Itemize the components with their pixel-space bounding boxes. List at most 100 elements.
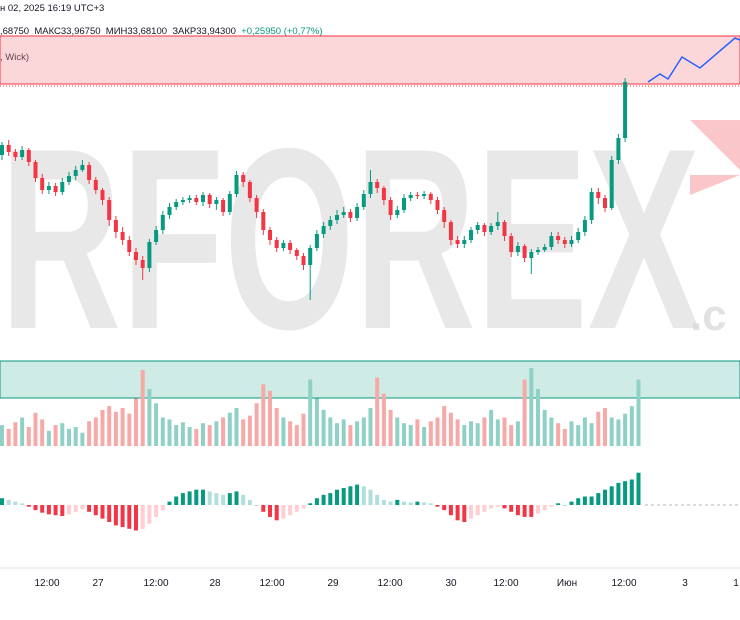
oscillator-bar — [596, 493, 601, 505]
candle-body — [80, 165, 85, 170]
oscillator-bar — [274, 505, 279, 521]
candle-body — [107, 200, 112, 220]
candle-body — [0, 145, 4, 155]
volume-bar — [509, 425, 514, 446]
candle-body — [187, 198, 192, 200]
x-tick-label: 1 — [733, 578, 739, 589]
oscillator-bar — [308, 503, 313, 505]
volume-bar — [294, 425, 299, 446]
oscillator-bar — [482, 505, 487, 512]
oscillator-bar — [415, 501, 420, 505]
oscillator-bar — [536, 505, 540, 514]
candle-body — [522, 246, 527, 258]
candle-body — [73, 170, 78, 176]
x-tick-label: 12:00 — [611, 578, 636, 589]
volume-bar — [140, 370, 145, 446]
candle-body — [482, 225, 487, 232]
volume-bar — [134, 398, 138, 446]
oscillator-bar — [495, 505, 500, 507]
oscillator-bar — [140, 505, 145, 529]
candle-body — [167, 207, 172, 215]
oscillator-bar — [113, 505, 118, 526]
candle-body — [348, 212, 353, 218]
oscillator-bar — [361, 486, 366, 505]
volume-bar — [381, 393, 386, 446]
x-tick-label: Июн — [557, 578, 577, 589]
volume-bar — [107, 406, 112, 446]
candle-body — [442, 210, 447, 222]
candle-body — [100, 190, 105, 200]
candle-body — [489, 226, 494, 232]
volume-bar — [60, 423, 65, 446]
volume-bar — [154, 403, 159, 446]
x-tick-label: 30 — [445, 578, 457, 589]
candle-body — [60, 182, 65, 192]
oscillator-bar — [221, 494, 226, 505]
volume-bar — [194, 428, 199, 446]
candle-body — [281, 243, 286, 248]
x-tick-label: 3 — [682, 578, 688, 589]
oscillator-bar — [435, 505, 440, 507]
oscillator-bar — [268, 505, 272, 517]
oscillator-bar — [629, 479, 634, 505]
oscillator-bar — [489, 505, 494, 509]
oscillator-bar — [67, 505, 71, 515]
candle-body — [335, 215, 339, 220]
volume-bar — [214, 421, 219, 446]
candle-body — [53, 186, 58, 192]
candle-body — [207, 195, 212, 204]
oscillator-bar — [562, 505, 567, 506]
oscillator-bar — [174, 496, 179, 505]
oscillator-bar — [616, 482, 621, 505]
candle-body — [415, 195, 420, 196]
candle-body — [301, 256, 306, 265]
candle-body — [361, 194, 366, 207]
candles — [0, 78, 628, 300]
volume-bar — [100, 409, 105, 446]
forecast-line — [647, 37, 740, 83]
candle-body — [569, 240, 574, 244]
indicator-legend[interactable]: , Wick) — [0, 52, 29, 63]
candle-body — [495, 222, 500, 226]
volume-bar — [502, 417, 507, 446]
watermark-logo-mark — [690, 120, 740, 195]
volume-bar — [93, 417, 98, 446]
volume-bar — [556, 423, 561, 446]
volume-bar — [234, 408, 239, 446]
candle-body — [549, 236, 554, 247]
watermark-text: RFOREX — [0, 94, 701, 383]
volume-bar — [13, 422, 18, 446]
header-date: н 02, 2025 16:19 UTC+3 — [0, 3, 105, 14]
candle-body — [529, 252, 534, 258]
oscillator-bar — [241, 494, 246, 505]
oscillator-bar — [301, 505, 306, 509]
volume-bar — [435, 417, 440, 446]
volume-bar — [549, 417, 554, 446]
candle-body — [582, 220, 587, 232]
volume-bar — [616, 419, 621, 446]
volume-bar — [529, 368, 534, 446]
candle-body — [576, 232, 581, 240]
oscillator-bar — [368, 489, 373, 505]
x-tick-label: 12:00 — [493, 578, 518, 589]
oscillator-bar — [522, 505, 527, 517]
candle-body — [127, 240, 132, 252]
oscillator-bar — [247, 499, 252, 505]
oscillator-bar — [341, 488, 346, 505]
candle-body — [556, 236, 561, 240]
x-tick-label: 12:00 — [143, 578, 168, 589]
oscillator-bar — [375, 494, 380, 505]
volume-bar — [274, 408, 279, 446]
oscillator-bar — [40, 505, 45, 513]
oscillator-bar — [154, 505, 159, 517]
candle-body — [26, 150, 31, 162]
oscillator-bar — [582, 496, 587, 505]
candle-body — [536, 250, 540, 252]
candle-body — [542, 247, 547, 250]
oscillator-bar — [187, 491, 192, 505]
oscillator-bar — [261, 505, 266, 512]
volume-bar — [368, 408, 373, 446]
candle-body — [288, 243, 293, 250]
